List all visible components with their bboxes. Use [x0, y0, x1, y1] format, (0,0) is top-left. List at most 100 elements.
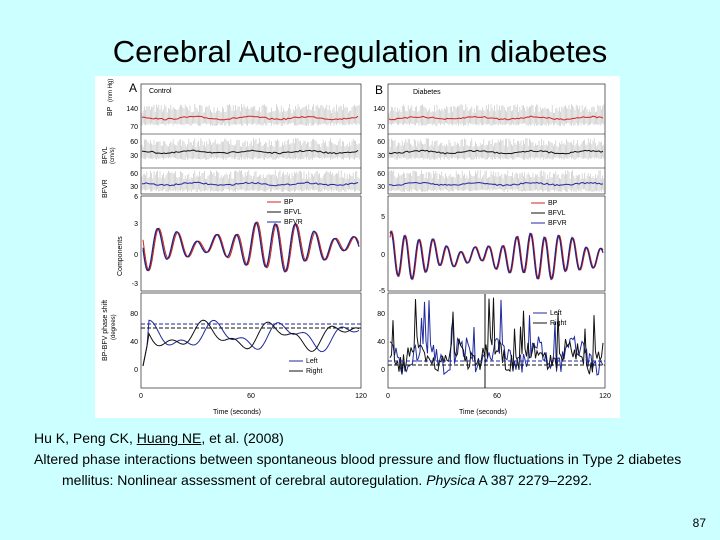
y-axis-labels: BP (mm Hg) BFVL (cm/s) BFVR Components B… — [102, 79, 124, 361]
tick-bfvl-b-1: 30 — [377, 153, 385, 160]
figure: A Control B Diabetes BP (mm Hg) BFVL (cm… — [95, 76, 620, 418]
frame-phase-b — [387, 292, 606, 389]
raw-mean-bfvr-b — [388, 181, 604, 187]
phase-right-b — [389, 297, 604, 375]
citation-text: Altered phase interactions between spont… — [34, 451, 682, 488]
tick-comp-b-0: 5 — [381, 214, 385, 221]
tick-comp-b-2: -5 — [379, 288, 385, 295]
tick-comp-a-2: 0 — [134, 252, 138, 259]
tick-phase-b-1: 40 — [377, 339, 385, 346]
raw-band-bfvl-a — [141, 138, 360, 160]
tick-x-a-1: 60 — [247, 393, 255, 400]
raw-band-bfvr-a — [141, 170, 360, 192]
panel-a-title: Control — [149, 88, 172, 95]
tick-phase-a-0: 80 — [130, 311, 138, 318]
raw-mean-bp-a — [141, 115, 359, 121]
panel-a-letter: A — [129, 81, 137, 95]
tick-comp-b-1: 0 — [381, 252, 385, 259]
legend-a-left: Left — [306, 358, 318, 365]
tick-x-b-2: 120 — [599, 393, 611, 400]
frame-phase-a — [140, 292, 362, 389]
citation-volume-pages: A 387 2279–2292. — [475, 472, 593, 488]
tick-bp-b-1: 70 — [377, 124, 385, 131]
phase-right-a — [142, 319, 360, 367]
citation: Hu K, Peng CK, Huang NE, et al. (2008) A… — [34, 428, 714, 491]
component-bfvl-a — [142, 221, 360, 273]
raw-mean-bfvl-b — [388, 149, 604, 155]
legend-b-bfvr: BFVR — [548, 220, 567, 227]
ylabel-bfvl: BFVL — [102, 146, 109, 164]
figure-plot: A Control B Diabetes BP (mm Hg) BFVL (cm… — [102, 79, 611, 416]
tick-phase-a-2: 0 — [134, 367, 138, 374]
tick-comp-a-1: 3 — [134, 221, 138, 228]
tick-bp-b-0: 140 — [373, 106, 385, 113]
component-bfvr-a — [142, 221, 360, 273]
tick-x-a-0: 0 — [139, 393, 143, 400]
ylabel-bfv-units: (cm/s) — [110, 147, 116, 164]
legend-phase-a: Left Right — [289, 358, 322, 375]
panel-b-letter: B — [375, 83, 383, 97]
tick-comp-a-3: -3 — [132, 281, 138, 288]
raw-traces — [141, 104, 605, 192]
tick-bfvl-b-0: 60 — [377, 139, 385, 146]
legend-components-a: BP BFVL BFVR — [267, 199, 303, 226]
ylabel-phase-units: (degrees) — [111, 314, 117, 340]
tick-phase-b-0: 80 — [377, 311, 385, 318]
tick-bfvr-b-0: 60 — [377, 171, 385, 178]
tick-x-b-0: 0 — [386, 393, 390, 400]
tick-bfvl-a-0: 60 — [130, 139, 138, 146]
tick-phase-a-1: 40 — [130, 339, 138, 346]
legend-phase-b: Left Right — [533, 310, 566, 327]
tick-phase-b-2: 0 — [381, 367, 385, 374]
page-number: 87 — [692, 516, 706, 530]
legend-a-bfvr: BFVR — [284, 219, 303, 226]
xlabel-a: Time (seconds) — [213, 409, 261, 416]
frame-raw-a — [140, 83, 362, 195]
phase-left-b — [389, 299, 604, 376]
legend-a-right: Right — [306, 368, 322, 375]
panel-frames — [140, 83, 606, 389]
citation-reference: Altered phase interactions between spont… — [34, 449, 714, 491]
phase-traces — [141, 294, 605, 388]
raw-band-bp-b — [388, 104, 605, 126]
ylabel-phase: BP-BFV phase shift — [102, 300, 109, 361]
legend-a-bfvl: BFVL — [284, 209, 302, 216]
citation-author-link[interactable]: Huang NE — [136, 430, 202, 446]
legend-b-bp: BP — [548, 200, 558, 207]
ylabel-bp-units: (mm Hg) — [108, 79, 114, 102]
legend-components-b: BP BFVL BFVR — [531, 200, 567, 227]
component-traces — [142, 221, 604, 281]
ylabel-bfvr: BFVR — [102, 179, 109, 198]
tick-bfvr-a-1: 30 — [130, 184, 138, 191]
raw-mean-bfvr-a — [141, 181, 359, 187]
frame-components-b — [387, 195, 606, 292]
xlabel-b: Time (seconds) — [459, 409, 507, 416]
ylabel-components: Components — [117, 236, 124, 276]
component-bfvr-b — [389, 230, 604, 281]
ylabel-bp: BP — [107, 106, 114, 116]
legend-b-right: Right — [550, 320, 566, 327]
frame-raw-b — [387, 83, 606, 195]
citation-authors: Hu K, Peng CK, Huang NE, et al. (2008) — [34, 428, 714, 449]
component-bp-a — [142, 221, 360, 273]
raw-band-bp-a — [141, 104, 360, 126]
slide-title: Cerebral Auto-regulation in diabetes — [112, 34, 608, 69]
tick-bfvr-b-1: 30 — [377, 184, 385, 191]
raw-band-bfvl-b — [388, 138, 605, 160]
legend-a-bp: BP — [284, 199, 294, 206]
raw-mean-bp-b — [388, 115, 604, 121]
legend-b-bfvl: BFVL — [548, 210, 566, 217]
citation-authors-prefix: Hu K, Peng CK, — [34, 430, 137, 446]
citation-journal: Physica — [426, 472, 476, 488]
tick-x-b-1: 60 — [493, 393, 501, 400]
phase-left-a — [142, 319, 360, 367]
frame-components-a — [140, 195, 362, 292]
raw-band-bfvr-b — [388, 170, 605, 192]
tick-bp-a-1: 70 — [130, 124, 138, 131]
panel-b-title: Diabetes — [413, 89, 441, 96]
tick-comp-a-0: 6 — [134, 194, 138, 201]
tick-bp-a-0: 140 — [126, 106, 138, 113]
tick-x-a-2: 120 — [355, 393, 367, 400]
citation-authors-suffix: , et al. (2008) — [201, 430, 284, 446]
